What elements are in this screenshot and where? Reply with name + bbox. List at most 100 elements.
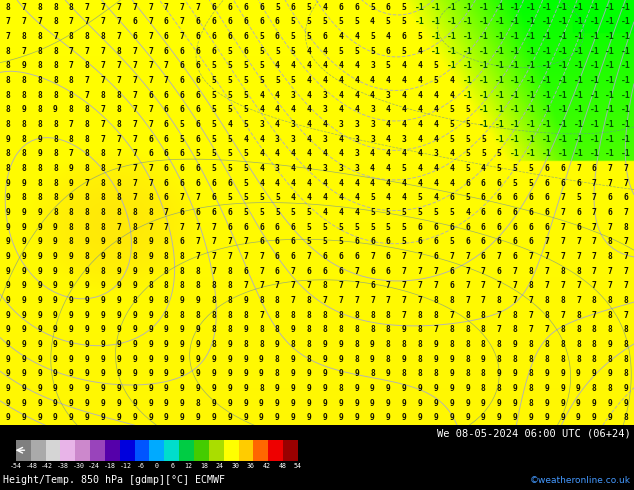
Text: 6: 6: [497, 267, 501, 276]
Text: 8: 8: [101, 91, 105, 100]
Text: 4: 4: [418, 179, 422, 188]
Text: 7: 7: [608, 267, 612, 276]
Text: 4: 4: [450, 179, 454, 188]
Text: 4: 4: [259, 164, 264, 173]
Text: 6: 6: [228, 179, 232, 188]
Text: 4: 4: [418, 149, 422, 158]
Text: 9: 9: [291, 399, 295, 408]
Text: -1: -1: [526, 135, 536, 144]
Text: 4: 4: [418, 47, 422, 56]
Text: 3: 3: [275, 135, 280, 144]
Text: 8: 8: [117, 120, 121, 129]
Text: 7: 7: [164, 3, 169, 12]
Text: 5: 5: [275, 76, 280, 85]
Text: 7: 7: [402, 311, 406, 320]
Text: 8: 8: [228, 281, 232, 291]
Text: 7: 7: [196, 3, 200, 12]
Text: 7: 7: [545, 252, 549, 261]
Text: 9: 9: [354, 384, 359, 393]
Text: 5: 5: [259, 62, 264, 71]
Text: 9: 9: [402, 414, 406, 422]
Text: 8: 8: [243, 311, 248, 320]
Text: 9: 9: [608, 399, 612, 408]
Text: -38: -38: [57, 464, 69, 469]
Text: 8: 8: [624, 340, 628, 349]
Text: 4: 4: [228, 120, 232, 129]
Text: 5: 5: [402, 223, 406, 232]
Text: -1: -1: [605, 62, 615, 71]
Text: 8: 8: [37, 3, 42, 12]
Text: 7: 7: [101, 18, 105, 26]
Text: 7: 7: [133, 3, 137, 12]
Text: 8: 8: [180, 252, 184, 261]
Text: -1: -1: [542, 105, 552, 115]
Text: 3: 3: [339, 120, 343, 129]
Text: 7: 7: [148, 32, 153, 41]
Text: 8: 8: [117, 194, 121, 202]
Text: 5: 5: [402, 18, 406, 26]
Text: 5: 5: [307, 18, 311, 26]
Text: 8: 8: [133, 252, 137, 261]
Text: 5: 5: [307, 223, 311, 232]
Text: -1: -1: [510, 18, 520, 26]
Text: 8: 8: [6, 164, 10, 173]
Text: 7: 7: [196, 238, 200, 246]
Text: 9: 9: [85, 414, 89, 422]
Text: 6: 6: [529, 223, 533, 232]
Text: -1: -1: [479, 105, 488, 115]
Text: 9: 9: [133, 325, 137, 335]
Text: 9: 9: [101, 281, 105, 291]
Text: 7: 7: [101, 3, 105, 12]
Text: -1: -1: [542, 135, 552, 144]
Text: 6: 6: [497, 208, 501, 217]
Text: 6: 6: [465, 238, 470, 246]
Text: 4: 4: [354, 208, 359, 217]
Text: 3: 3: [291, 91, 295, 100]
Text: 9: 9: [53, 281, 58, 291]
Text: -1: -1: [590, 91, 599, 100]
Text: 8: 8: [101, 149, 105, 158]
Text: 8: 8: [69, 76, 74, 85]
Text: 9: 9: [481, 399, 486, 408]
Text: 7: 7: [354, 296, 359, 305]
Text: 6: 6: [370, 281, 375, 291]
Text: 7: 7: [148, 62, 153, 71]
Text: 7: 7: [592, 311, 597, 320]
Text: 9: 9: [529, 414, 533, 422]
Text: 5: 5: [402, 47, 406, 56]
Text: 6: 6: [243, 18, 248, 26]
Text: 5: 5: [354, 223, 359, 232]
Text: 4: 4: [434, 120, 438, 129]
Text: 9: 9: [69, 281, 74, 291]
Text: 6: 6: [624, 194, 628, 202]
Bar: [283, 440, 298, 461]
Text: 6: 6: [497, 223, 501, 232]
Text: 8: 8: [592, 355, 597, 364]
Text: 9: 9: [434, 355, 438, 364]
Text: 6: 6: [228, 32, 232, 41]
Text: 7: 7: [592, 281, 597, 291]
Text: 6: 6: [212, 18, 216, 26]
Text: 18: 18: [200, 464, 208, 469]
Text: 8: 8: [608, 311, 612, 320]
Text: 8: 8: [85, 135, 89, 144]
Text: 7: 7: [228, 252, 232, 261]
Text: 9: 9: [354, 369, 359, 378]
Text: -1: -1: [558, 135, 567, 144]
Text: 36: 36: [247, 464, 255, 469]
Text: -1: -1: [574, 135, 583, 144]
Text: 4: 4: [354, 194, 359, 202]
Text: -1: -1: [605, 47, 615, 56]
Text: 8: 8: [53, 76, 58, 85]
Text: -18: -18: [104, 464, 116, 469]
Text: 7: 7: [85, 3, 89, 12]
Text: 8: 8: [69, 267, 74, 276]
Text: 8: 8: [196, 281, 200, 291]
Text: 3: 3: [339, 164, 343, 173]
Text: 9: 9: [513, 369, 517, 378]
Text: 7: 7: [69, 149, 74, 158]
Text: 6: 6: [481, 238, 486, 246]
Text: 9: 9: [560, 399, 565, 408]
Text: 7: 7: [22, 18, 26, 26]
Text: 5: 5: [228, 62, 232, 71]
